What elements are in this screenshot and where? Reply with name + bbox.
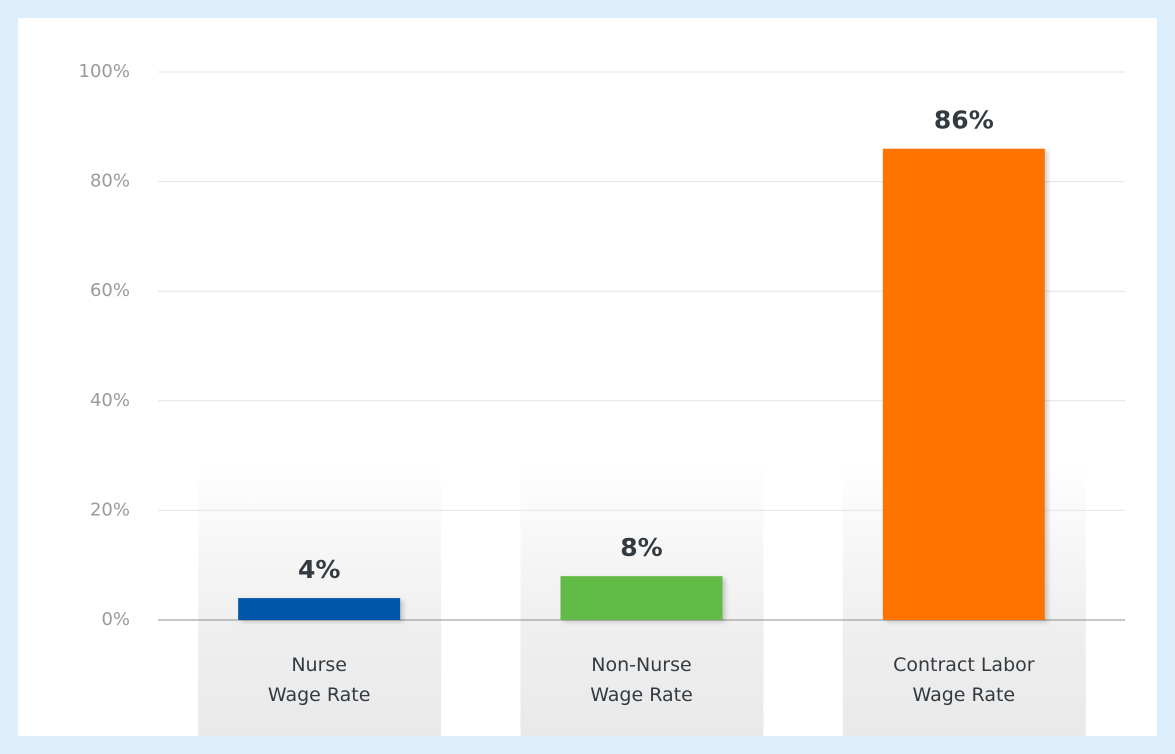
y-tick-label: 60%: [90, 280, 130, 301]
y-tick-label: 20%: [90, 499, 130, 520]
y-tick-label: 100%: [79, 61, 130, 82]
category-band: [198, 460, 442, 736]
bar: [560, 576, 723, 620]
bar: [238, 598, 401, 620]
y-tick-label: 80%: [90, 171, 130, 192]
value-label: 8%: [620, 533, 662, 562]
x-tick-label: Non-Nurse Wage Rate: [590, 654, 693, 706]
x-tick-label: Contract Labor Wage Rate: [893, 654, 1035, 706]
x-tick-label: Nurse Wage Rate: [268, 654, 371, 706]
bar: [882, 148, 1045, 620]
value-label: 4%: [298, 555, 340, 584]
y-tick-label: 0%: [101, 609, 130, 630]
value-label: 86%: [934, 106, 994, 135]
y-tick-label: 40%: [90, 390, 130, 411]
